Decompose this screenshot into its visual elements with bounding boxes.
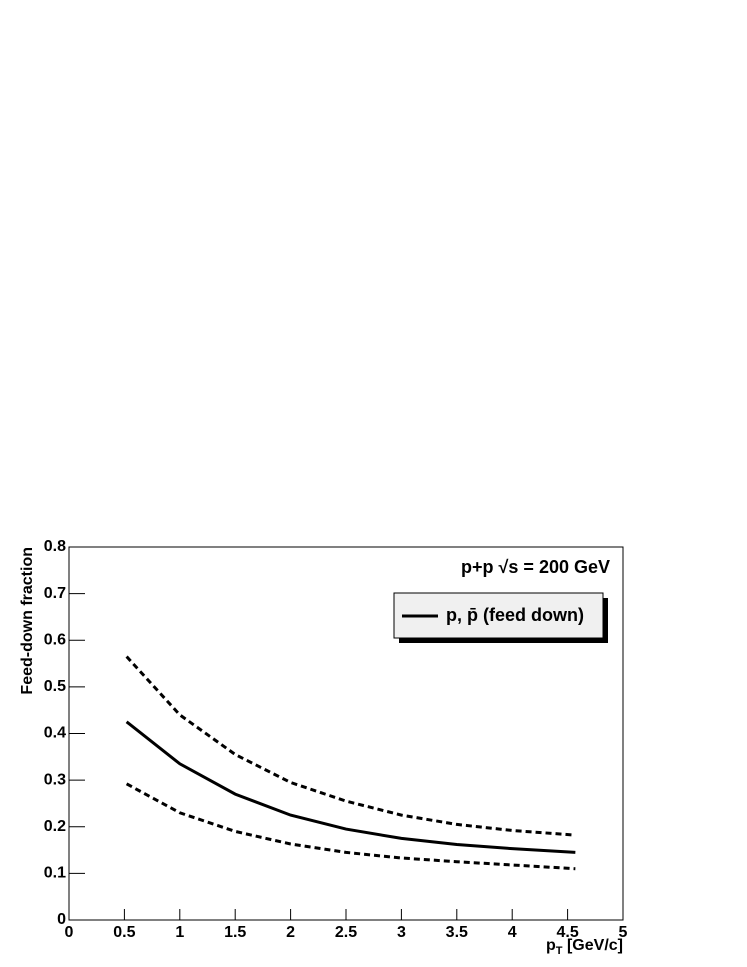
x-tick-label: 5 — [619, 924, 628, 941]
x-tick-label: 3.5 — [446, 924, 468, 941]
x-axis-title: pT [GeV/c] — [546, 937, 623, 957]
series-line — [125, 720, 576, 854]
x-tick-label: 0.5 — [113, 924, 135, 941]
x-title-part: p — [546, 937, 556, 954]
y-tick-label: 0 — [57, 911, 66, 928]
x-tick-label: 2.5 — [335, 924, 357, 941]
y-axis-title: Feed-down fraction — [19, 547, 36, 695]
y-tick-label: 0.4 — [44, 725, 66, 742]
y-tick-label: 0.1 — [44, 865, 66, 882]
y-tick-label: 0.2 — [44, 818, 66, 835]
y-tick-label: 0.6 — [44, 631, 66, 648]
annotation: p+p √s = 200 GeV — [461, 557, 610, 577]
x-tick-label: 4.5 — [556, 924, 578, 941]
x-title-sub: T — [556, 945, 563, 957]
x-tick-label: 2 — [286, 924, 295, 941]
y-tick-label: 0.5 — [44, 678, 66, 695]
x-tick-label: 1 — [175, 924, 184, 941]
series-line — [125, 782, 576, 871]
series-line — [125, 655, 576, 837]
x-tick-label: 3 — [397, 924, 406, 941]
y-tick-label: 0.8 — [44, 538, 66, 555]
x-tick-label: 1.5 — [224, 924, 246, 941]
x-tick-label: 4 — [508, 924, 517, 941]
x-tick-label: 0 — [65, 924, 74, 941]
y-tick-label: 0.7 — [44, 585, 66, 602]
x-title-part: [GeV/c] — [563, 937, 623, 954]
legend-label: p, p̄ (feed down) — [446, 605, 584, 625]
y-tick-label: 0.3 — [44, 771, 66, 788]
